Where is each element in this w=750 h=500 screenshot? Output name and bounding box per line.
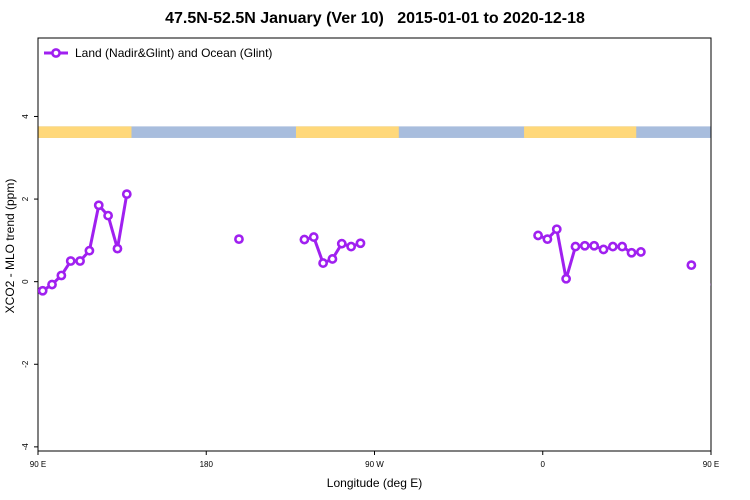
y-tick-label: 4	[21, 114, 30, 119]
data-point	[346, 241, 357, 252]
data-point	[327, 254, 338, 264]
land-strip-segment	[295, 126, 399, 138]
data-point	[93, 200, 104, 211]
data-point	[551, 224, 562, 235]
data-point	[570, 241, 581, 252]
y-axis-label: XCO2 - MLO trend (ppm)	[3, 178, 17, 314]
data-point	[121, 189, 132, 200]
legend-marker	[51, 48, 61, 58]
y-tick-label: 2	[21, 196, 30, 201]
x-tick-label: 180	[200, 460, 214, 469]
data-point	[103, 210, 114, 221]
data-point	[355, 238, 366, 249]
data-point	[336, 238, 347, 249]
y-tick-label: -2	[21, 360, 30, 368]
series-line	[41, 193, 129, 293]
data-point	[533, 230, 543, 241]
data-point	[686, 260, 697, 271]
land-strip-segment	[38, 126, 132, 138]
series-line	[537, 227, 642, 281]
data-point	[635, 247, 646, 257]
data-point	[617, 241, 628, 252]
data-point	[84, 245, 95, 256]
data-point	[75, 256, 85, 266]
data-point	[561, 273, 572, 284]
y-tick-label: -4	[21, 443, 30, 451]
land-strip-segment	[524, 126, 637, 138]
data-point	[579, 240, 590, 251]
data-point	[318, 258, 328, 268]
x-tick-label: 90 W	[365, 460, 384, 469]
data-point	[308, 232, 319, 242]
data-point	[38, 285, 48, 296]
data-point	[710, 283, 711, 287]
data-point	[740, 272, 747, 279]
data-point	[598, 244, 609, 255]
data-point	[47, 279, 57, 290]
x-tick-label: 90 E	[30, 460, 46, 469]
x-axis-label: Longitude (deg E)	[326, 476, 423, 490]
chart-title: 47.5N-52.5N January (Ver 10) 2015-01-01 …	[165, 10, 585, 27]
x-tick-label: 90 E	[703, 460, 719, 469]
data-point	[731, 281, 738, 288]
data-point	[626, 247, 637, 258]
data-point	[65, 256, 76, 266]
data-point	[56, 270, 67, 281]
x-tick-label: 0	[541, 460, 546, 469]
data-point	[721, 287, 728, 294]
data-point	[589, 240, 600, 251]
series-group	[38, 189, 750, 296]
data-point	[607, 241, 618, 252]
series-line	[716, 194, 750, 291]
data-point	[542, 234, 553, 245]
y-tick-label: 0	[21, 279, 30, 284]
data-point	[112, 243, 123, 254]
legend-label: Land (Nadir&Glint) and Ocean (Glint)	[75, 46, 272, 60]
data-point	[234, 234, 244, 245]
data-point	[299, 234, 310, 245]
